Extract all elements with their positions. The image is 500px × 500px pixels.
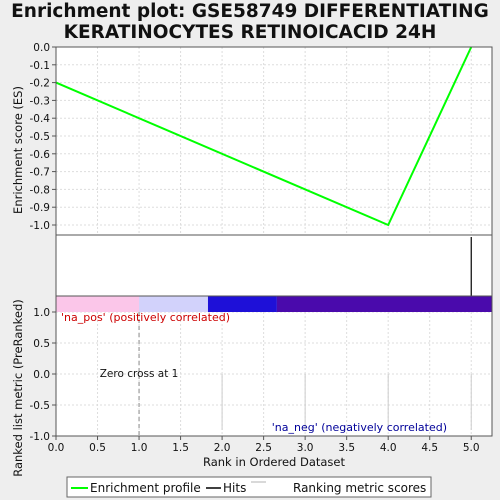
hits-panel-bg — [56, 235, 492, 296]
es-y-tick-label: -0.9 — [30, 202, 51, 214]
x-tick-label: 2.5 — [255, 442, 272, 454]
metric-y-tick-label: 0.0 — [33, 369, 50, 381]
x-tick-label: 1.0 — [131, 442, 148, 454]
es-gridlines — [55, 46, 492, 235]
x-axis-ticks: 0.0 0.5 1.0 1.5 2.0 2.5 3.0 3.5 4.0 4.5 5.0 — [48, 436, 480, 454]
metric-y-tick-label: 1.0 — [33, 307, 50, 319]
x-tick-label: 3.0 — [297, 442, 314, 454]
zero-cross-label: Zero cross at 1 — [100, 368, 179, 380]
es-y-tick-label: -0.8 — [30, 184, 51, 196]
x-tick-label: 4.5 — [421, 442, 438, 454]
es-y-axis-label: Enrichment score (ES) — [11, 86, 25, 214]
enrichment-profile-line — [55, 46, 473, 227]
chart-title-line-1: Enrichment plot: GSE58749 DIFFERENTIATIN… — [11, 1, 489, 22]
chart-title-line-2: KERATINOCYTES RETINOICACID 24H — [63, 22, 437, 43]
ranking-band-segment — [56, 296, 140, 312]
legend-enrichment-label: Enrichment profile — [90, 481, 201, 495]
metric-y-tick-label: -1.0 — [30, 431, 51, 443]
es-y-tick-label: -0.2 — [30, 78, 51, 90]
es-panel-bg — [56, 47, 492, 235]
x-tick-label: 0.0 — [48, 442, 65, 454]
ranking-color-band — [56, 296, 492, 312]
metric-y-tick-label: 0.5 — [33, 338, 50, 350]
legend-ranking-label: Ranking metric scores — [293, 481, 426, 495]
x-tick-label: 2.0 — [214, 442, 231, 454]
x-tick-label: 0.5 — [89, 442, 106, 454]
metric-y-axis-ticks: 1.0 0.5 0.0 -0.5 -1.0 — [30, 307, 56, 443]
x-tick-label: 5.0 — [463, 442, 480, 454]
metric-y-axis-label: Ranked list metric (PreRanked) — [11, 299, 25, 477]
es-y-axis-ticks: 0.0 -0.1 -0.2 -0.3 -0.4 -0.5 -0.6 -0.7 -0.8 -0.9 -… — [30, 42, 56, 232]
positive-correlated-label: 'na_pos' (positively correlated) — [61, 311, 230, 324]
es-y-tick-label: 0.0 — [33, 42, 50, 54]
negative-correlated-label: 'na_neg' (negatively correlated) — [272, 421, 447, 434]
es-y-tick-label: -0.5 — [30, 131, 51, 143]
es-y-tick-label: -0.4 — [30, 113, 51, 125]
es-y-tick-label: -0.3 — [30, 95, 51, 107]
legend: Enrichment profile Hits Ranking metric s… — [66, 476, 432, 498]
x-tick-label: 4.0 — [380, 442, 397, 454]
es-y-tick-label: -1.0 — [30, 220, 51, 232]
ranking-metric-bars — [221, 374, 472, 430]
metric-panel-frame — [55, 295, 493, 437]
x-tick-label: 1.5 — [172, 442, 189, 454]
enrichment-profile-series — [55, 46, 473, 227]
x-axis-label: Rank in Ordered Dataset — [203, 455, 346, 469]
legend-hits-label: Hits — [223, 481, 246, 495]
es-y-tick-label: -0.6 — [30, 149, 51, 161]
es-y-tick-label: -0.7 — [30, 167, 51, 179]
metric-y-tick-label: -0.5 — [30, 400, 51, 412]
es-y-tick-label: -0.1 — [30, 60, 51, 72]
ranking-band-segment — [207, 296, 277, 312]
chart-title: Enrichment plot: GSE58749 DIFFERENTIATIN… — [0, 1, 500, 43]
ranking-band-segment — [139, 296, 208, 312]
x-tick-label: 3.5 — [338, 442, 355, 454]
legend-box — [66, 476, 432, 498]
ranking-band-segment — [276, 296, 492, 312]
